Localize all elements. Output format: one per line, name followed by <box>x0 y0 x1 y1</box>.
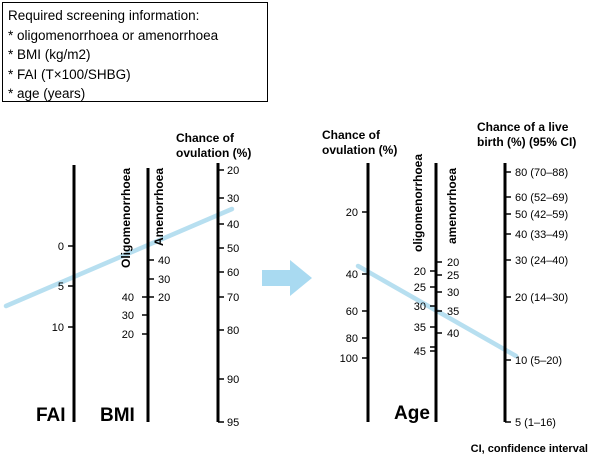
fai-tick-label: 10 <box>52 322 64 334</box>
live-birth-tick-label: 50 (42–59) <box>515 209 568 221</box>
age-amen-tick-label: 35 <box>447 306 459 318</box>
fai-axis-label: FAI <box>36 405 66 426</box>
bmi-axis-label: BMI <box>100 405 135 426</box>
bmi-amen-tick-label: 40 <box>158 255 170 267</box>
right-ovulation-ticks: 20 40 60 80 100 <box>340 207 368 365</box>
right-nomogram: Chance of ovulation (%) 20 40 60 80 100 … <box>322 120 576 429</box>
bmi-amen-tick-label: 20 <box>158 292 170 304</box>
age-amen-tick-label: 20 <box>447 257 459 269</box>
age-amen-tick-label: 30 <box>447 287 459 299</box>
right-ovulation-tick-label: 60 <box>346 306 358 318</box>
left-ovulation-tick-label: 95 <box>227 417 239 429</box>
age-oligo-tick-label: 20 <box>414 266 426 278</box>
live-birth-tick-label: 10 (5–20) <box>515 355 562 367</box>
age-amen-tick-label: 40 <box>447 328 459 340</box>
live-birth-tick-label: 40 (33–49) <box>515 229 568 241</box>
left-ovulation-tick-label: 90 <box>227 374 239 386</box>
screening-item-fai: * FAI (T×100/SHBG) <box>8 66 131 82</box>
left-ovulation-tick-label: 60 <box>227 267 239 279</box>
screening-info-title: Required screening information: <box>8 8 200 23</box>
right-ovulation-tick-label: 100 <box>340 353 358 365</box>
live-birth-ticks: 80 (70–88) 60 (52–69) 50 (42–59) 40 (33–… <box>505 167 568 429</box>
left-ovulation-tick-label: 70 <box>227 292 239 304</box>
left-connector-line <box>3 206 235 309</box>
bmi-amen-tick-label: 30 <box>158 274 170 286</box>
left-ovulation-tick-label: 20 <box>227 165 239 177</box>
fai-ticks: 0 5 10 <box>52 241 74 334</box>
bmi-amenorrhoea-label: Amenorrhoea <box>152 168 166 246</box>
live-birth-title-line2: birth (%) (95% CI) <box>477 135 576 149</box>
fai-tick-label: 0 <box>58 241 64 253</box>
live-birth-tick-label: 30 (24–40) <box>515 255 568 267</box>
age-oligomenorrhoea-ticks: 20 25 30 35 40 45 <box>414 266 436 358</box>
live-birth-tick-label: 60 (52–69) <box>515 192 568 204</box>
fai-tick-label: 5 <box>58 281 64 293</box>
live-birth-tick-label: 80 (70–88) <box>515 167 568 179</box>
right-ovulation-tick-label: 80 <box>346 333 358 345</box>
screening-info-box: Required screening information: * oligom… <box>2 2 268 102</box>
bmi-amenorrhoea-ticks: 40 30 20 <box>148 255 170 304</box>
left-ovulation-title-line2: ovulation (%) <box>176 146 251 160</box>
age-axis-label: Age <box>394 403 430 424</box>
live-birth-tick-label: 5 (1–16) <box>515 417 556 429</box>
bmi-oligomenorrhoea-ticks: 40 30 20 <box>122 292 148 341</box>
screening-item-menstrual: * oligomenorrhoea or amenorrhoea <box>8 27 219 43</box>
bmi-oligo-tick-label: 30 <box>122 310 134 322</box>
age-oligo-tick-label: 45 <box>414 346 426 358</box>
right-ovulation-tick-label: 20 <box>346 207 358 219</box>
footnote: CI, confidence interval <box>471 443 588 455</box>
age-oligo-tick-label: 35 <box>414 322 426 334</box>
left-ovulation-tick-label: 50 <box>227 243 239 255</box>
screening-item-age: * age (years) <box>8 86 86 101</box>
age-amen-tick-label: 25 <box>447 270 459 282</box>
left-ovulation-title-line1: Chance of <box>176 131 235 145</box>
bmi-oligo-tick-label: 20 <box>122 329 134 341</box>
bmi-oligomenorrhoea-label: Oligomenorrhoea <box>119 168 133 268</box>
left-ovulation-tick-label: 80 <box>227 325 239 337</box>
right-ovulation-title-line1: Chance of <box>322 128 381 142</box>
age-oligo-tick-label: 30 <box>414 301 426 313</box>
age-amenorrhoea-label: amenorrhoea <box>445 168 459 244</box>
left-nomogram: 0 5 10 FAI Oligomenorrhoea Amenorrhoea 4… <box>3 131 251 429</box>
right-arrow-icon <box>262 260 312 296</box>
left-ovulation-tick-label: 40 <box>227 219 239 231</box>
age-oligomenorrhoea-label: oligomenorrhoea <box>411 154 425 252</box>
right-ovulation-tick-label: 40 <box>346 269 358 281</box>
live-birth-tick-label: 20 (14–30) <box>515 292 568 304</box>
age-amenorrhoea-ticks: 20 25 30 35 40 <box>436 257 459 340</box>
screening-item-bmi: * BMI (kg/m2) <box>8 47 91 62</box>
left-ovulation-ticks: 20 30 40 50 60 70 80 90 95 <box>218 165 239 429</box>
age-oligo-tick-label: 25 <box>414 282 426 294</box>
left-ovulation-tick-label: 30 <box>227 193 239 205</box>
bmi-oligo-tick-label: 40 <box>122 292 134 304</box>
live-birth-title-line1: Chance of a live <box>477 120 569 134</box>
right-ovulation-title-line2: ovulation (%) <box>322 143 397 157</box>
